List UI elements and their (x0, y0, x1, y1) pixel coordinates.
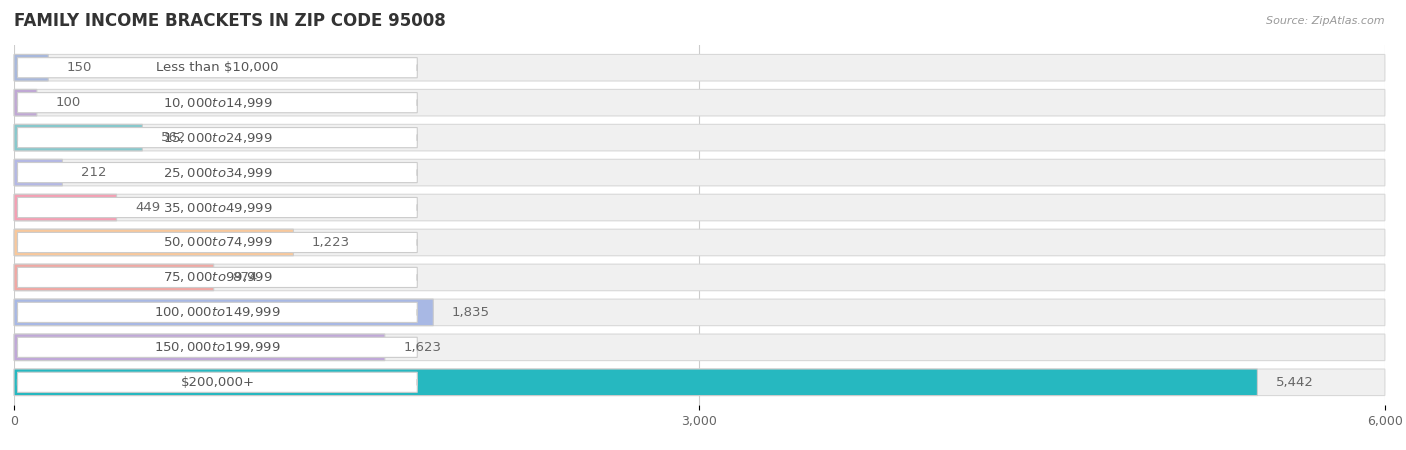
Text: FAMILY INCOME BRACKETS IN ZIP CODE 95008: FAMILY INCOME BRACKETS IN ZIP CODE 95008 (14, 12, 446, 30)
FancyBboxPatch shape (17, 337, 418, 357)
FancyBboxPatch shape (14, 334, 385, 360)
FancyBboxPatch shape (17, 58, 418, 78)
Text: 1,223: 1,223 (312, 236, 350, 249)
FancyBboxPatch shape (17, 302, 418, 323)
FancyBboxPatch shape (14, 299, 433, 326)
Text: 5,442: 5,442 (1275, 376, 1313, 389)
Text: $25,000 to $34,999: $25,000 to $34,999 (163, 166, 273, 180)
FancyBboxPatch shape (14, 194, 117, 221)
FancyBboxPatch shape (14, 90, 1385, 116)
FancyBboxPatch shape (14, 264, 214, 291)
Text: 212: 212 (80, 166, 107, 179)
Text: $35,000 to $49,999: $35,000 to $49,999 (163, 201, 273, 215)
FancyBboxPatch shape (14, 369, 1385, 396)
FancyBboxPatch shape (17, 198, 418, 218)
Text: $50,000 to $74,999: $50,000 to $74,999 (163, 235, 273, 249)
FancyBboxPatch shape (14, 90, 37, 116)
FancyBboxPatch shape (14, 369, 1257, 396)
FancyBboxPatch shape (17, 232, 418, 252)
Text: 100: 100 (55, 96, 80, 109)
Text: $15,000 to $24,999: $15,000 to $24,999 (163, 130, 273, 144)
Text: 874: 874 (232, 271, 257, 284)
FancyBboxPatch shape (14, 54, 48, 81)
FancyBboxPatch shape (14, 124, 142, 151)
FancyBboxPatch shape (14, 54, 1385, 81)
FancyBboxPatch shape (17, 162, 418, 183)
FancyBboxPatch shape (14, 264, 1385, 291)
FancyBboxPatch shape (14, 159, 1385, 186)
FancyBboxPatch shape (17, 267, 418, 288)
Text: 449: 449 (135, 201, 160, 214)
Text: $10,000 to $14,999: $10,000 to $14,999 (163, 96, 273, 110)
FancyBboxPatch shape (14, 124, 1385, 151)
FancyBboxPatch shape (17, 372, 418, 392)
FancyBboxPatch shape (14, 159, 62, 186)
FancyBboxPatch shape (17, 127, 418, 148)
FancyBboxPatch shape (14, 334, 1385, 360)
FancyBboxPatch shape (14, 194, 1385, 221)
Text: 1,835: 1,835 (451, 306, 489, 319)
Text: Source: ZipAtlas.com: Source: ZipAtlas.com (1267, 16, 1385, 26)
FancyBboxPatch shape (14, 229, 1385, 256)
Text: 150: 150 (66, 61, 91, 74)
Text: $150,000 to $199,999: $150,000 to $199,999 (155, 340, 281, 354)
Text: Less than $10,000: Less than $10,000 (156, 61, 278, 74)
Text: $75,000 to $99,999: $75,000 to $99,999 (163, 270, 273, 284)
FancyBboxPatch shape (14, 229, 294, 256)
FancyBboxPatch shape (14, 299, 1385, 326)
FancyBboxPatch shape (17, 93, 418, 113)
Text: 562: 562 (160, 131, 186, 144)
Text: 1,623: 1,623 (404, 341, 441, 354)
Text: $100,000 to $149,999: $100,000 to $149,999 (155, 306, 281, 320)
Text: $200,000+: $200,000+ (180, 376, 254, 389)
